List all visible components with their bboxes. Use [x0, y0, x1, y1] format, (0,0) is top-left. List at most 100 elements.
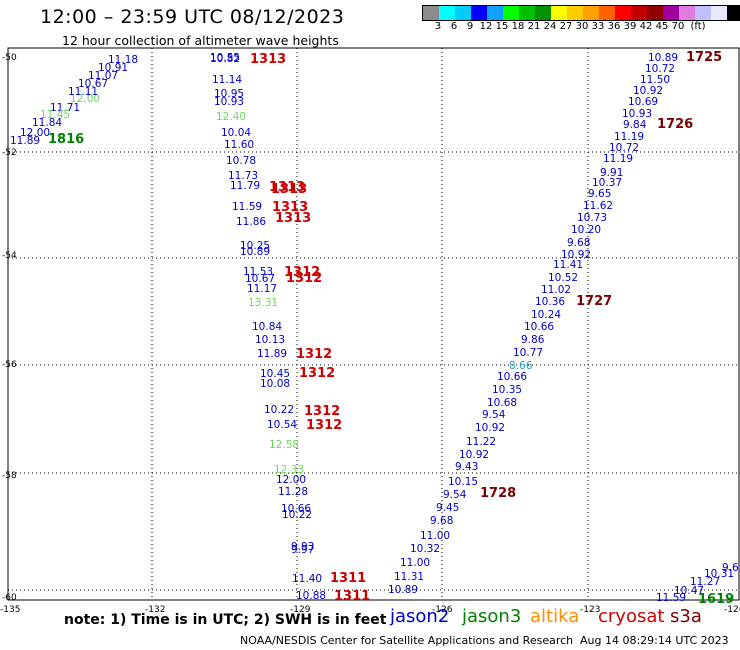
legend-label: 70 — [671, 21, 685, 32]
legend-label: (ft) — [690, 21, 706, 32]
lat-tick-label: -56 — [2, 360, 17, 370]
wave-height-label: 13.31 — [248, 297, 278, 309]
lon-tick-label: -12( — [724, 605, 740, 615]
wave-height-label: 9.68 — [567, 237, 590, 249]
wave-height-label: 10.92 — [633, 85, 663, 97]
lat-tick-label: -54 — [2, 251, 17, 261]
wave-height-label: 10.22 — [264, 404, 294, 416]
wave-height-label: 10.13 — [255, 334, 285, 346]
wave-height-label: 10.52 — [548, 272, 578, 284]
wave-height-label: 10.66 — [497, 371, 527, 383]
satellite-key-jason2: jason2 — [390, 606, 450, 627]
wave-height-label: 11.89 — [10, 135, 40, 147]
legend-label: 24 — [543, 21, 557, 32]
wave-height-label: 11.73 — [228, 170, 258, 182]
legend-label: 42 — [639, 21, 653, 32]
pass-time-label: 1313 — [250, 52, 286, 67]
wave-height-label: 11.59 — [656, 592, 686, 604]
lon-tick-label: -126 — [432, 605, 453, 615]
wave-height-label: 12.58 — [269, 439, 299, 451]
wave-height-label: 10.32 — [410, 543, 440, 555]
wave-height-label: 10.92 — [459, 449, 489, 461]
map-subtitle: 12 hour collection of altimeter wave hei… — [62, 33, 339, 48]
legend-swatch — [631, 6, 647, 20]
legend-label: 6 — [450, 21, 458, 32]
wave-height-label: 10.89 — [240, 246, 270, 258]
legend-label: 39 — [623, 21, 637, 32]
wave-height-label: 11.00 — [400, 557, 430, 569]
wave-height-label: 9.54 — [443, 489, 467, 501]
wave-height-label: 10.93 — [214, 96, 244, 108]
legend-swatch — [615, 6, 631, 20]
wave-height-label: 11.41 — [553, 259, 583, 271]
color-legend-labels: 3 6 9 12 15 18 21 24 27 30 33 36 39 42 45 70 (ft) — [422, 21, 740, 33]
legend-swatch — [663, 6, 679, 20]
wave-height-label: 9.6 — [722, 562, 739, 574]
wave-height-label: 9.65 — [588, 188, 611, 200]
wave-height-label: 10.15 — [448, 476, 478, 488]
wave-height-label: 11.89 — [257, 348, 287, 360]
pass-time-label: 1313 — [271, 182, 307, 197]
pass-time-label: 1311 — [330, 571, 366, 586]
wave-height-label: 10.77 — [513, 347, 543, 359]
wave-height-label: 11.59 — [232, 201, 262, 213]
pass-time-label: 1728 — [480, 486, 516, 501]
legend-label: 36 — [607, 21, 621, 32]
legend-swatch — [503, 6, 519, 20]
legend-label: 30 — [575, 21, 589, 32]
wave-height-label: 12.00 — [276, 474, 306, 486]
legend-label: 21 — [527, 21, 541, 32]
wave-height-label: 11.14 — [212, 74, 242, 86]
pass-time-label: 1312 — [299, 366, 335, 381]
legend-swatch — [647, 6, 663, 20]
legend-swatch — [471, 6, 487, 20]
pass-time-label: 1313 — [269, 180, 305, 195]
wave-height-label: 10.89 — [388, 584, 418, 596]
pass-time-label: 1725 — [686, 50, 722, 65]
wave-height-label: 11.18 — [108, 54, 138, 66]
legend-swatch — [567, 6, 583, 20]
legend-swatch — [455, 6, 471, 20]
legend-swatch — [487, 6, 503, 20]
lat-tick-label: -50 — [2, 53, 17, 63]
wave-height-label: 9.91 — [600, 167, 623, 179]
legend-label: 33 — [591, 21, 605, 32]
wave-height-label: 10.69 — [628, 96, 658, 108]
wave-height-label: 11.62 — [583, 200, 613, 212]
wave-height-label: 11.27 — [690, 576, 720, 588]
wave-height-label: 11.50 — [640, 74, 670, 86]
wave-height-label: 11.40 — [292, 573, 322, 585]
wave-height-label: 9.54 — [482, 409, 506, 421]
wave-height-label: 9.45 — [436, 502, 459, 514]
legend-label: 12 — [479, 21, 493, 32]
footer-note: note: 1) Time is in UTC; 2) SWH is in fe… — [64, 612, 387, 628]
wave-height-label: 10.72 — [609, 142, 639, 154]
map-title: 12:00 – 23:59 UTC 08/12/2023 — [40, 6, 345, 28]
wave-height-label: 11.11 — [68, 86, 98, 98]
wave-height-label: 9.97 — [291, 544, 314, 556]
wave-height-label: 11.53 — [243, 266, 273, 278]
wave-height-label: 11.19 — [603, 153, 633, 165]
legend-swatch — [583, 6, 599, 20]
wave-height-label: 9.84 — [623, 119, 647, 131]
wave-height-label: 11.60 — [224, 139, 254, 151]
wave-height-label: 10.47 — [674, 585, 704, 597]
wave-height-label: 11.22 — [466, 436, 496, 448]
legend-label: 9 — [466, 21, 474, 32]
legend-swatch — [727, 6, 740, 20]
wave-height-label: 11.71 — [50, 102, 80, 114]
wave-height-label: 10.37 — [592, 177, 622, 189]
wave-height-label: 11.31 — [394, 571, 424, 583]
wave-height-label: 10.66 — [281, 503, 311, 515]
pass-time-label: 1311 — [334, 589, 370, 604]
legend-swatch — [551, 6, 567, 20]
wave-height-label: 10.67 — [245, 273, 275, 285]
satellite-key-altika: altika — [530, 606, 580, 627]
pass-time-label: 1313 — [272, 200, 308, 215]
wave-height-label: 9.68 — [430, 515, 453, 527]
wave-height-label: 10.92 — [475, 422, 505, 434]
wave-height-label: 10.54 — [267, 419, 297, 431]
wave-height-label: 12.00 — [70, 93, 100, 105]
legend-swatch — [711, 6, 727, 20]
legend-label: 3 — [434, 21, 442, 32]
